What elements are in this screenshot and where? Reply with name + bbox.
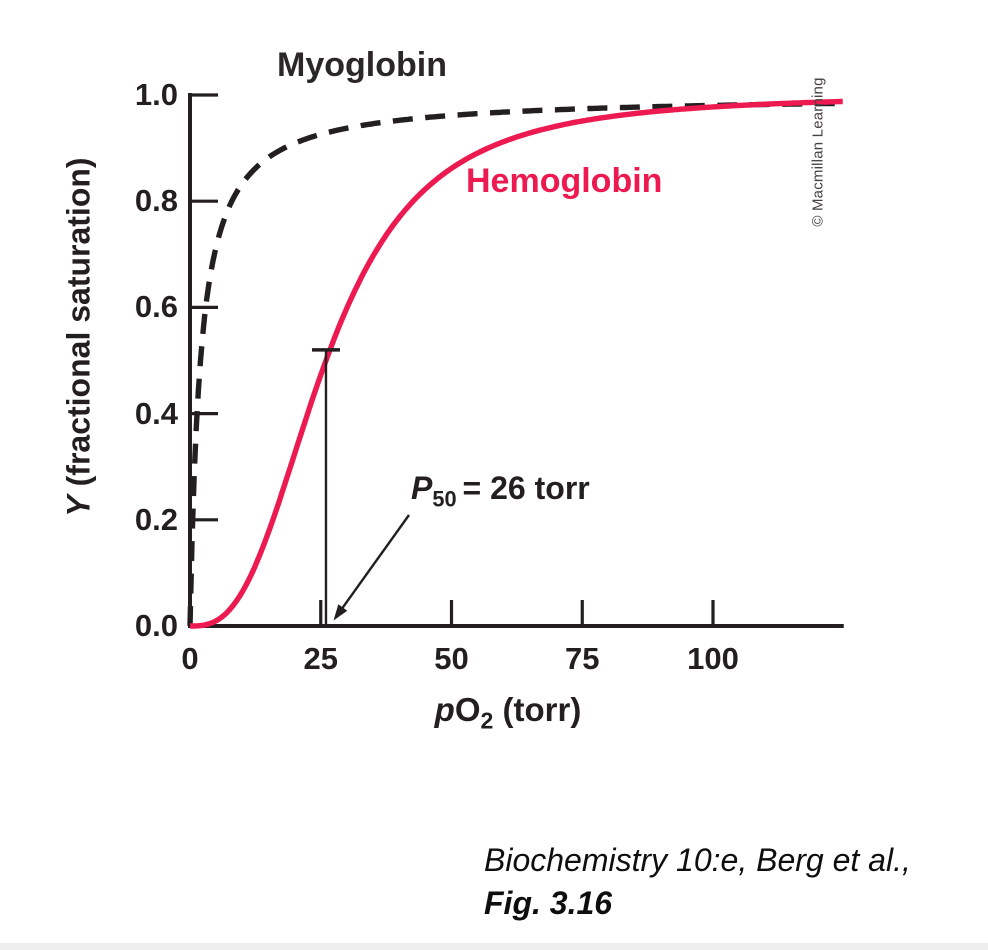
x-axis-title-unit: (torr)	[493, 691, 582, 728]
hemoglobin-curve	[190, 98, 843, 629]
y-tick-label: 0.4	[134, 395, 178, 431]
x-tick-label: 50	[434, 641, 469, 676]
x-axis-title: pO2 (torr)	[396, 691, 620, 732]
caption-line-1: Biochemistry 10:e, Berg et al.,	[484, 842, 911, 878]
copyright-credit-text: © Macmillan Learning	[809, 77, 827, 227]
p50-subscript: 50	[432, 486, 457, 512]
window-bottom-edge	[0, 943, 988, 950]
p50-symbol: P	[411, 470, 433, 506]
y-tick-label: 0.8	[134, 183, 178, 219]
y-axis-title-text: (fractional saturation)	[60, 157, 97, 496]
x-tick-label: 100	[687, 641, 739, 676]
y-tick-label: 1.0	[134, 77, 178, 112]
p50-annotation: P50 = 26 torr	[411, 470, 590, 510]
x-axis-title-o: O	[454, 691, 481, 728]
caption-line-2: Fig. 3.16	[484, 885, 613, 921]
y-tick-label: 0.6	[134, 289, 178, 325]
x-tick-label: 75	[565, 641, 600, 676]
x-axis-title-p: p	[434, 691, 455, 728]
x-tick-label: 0	[181, 641, 199, 676]
y-tick-label: 0.0	[134, 608, 178, 643]
myoglobin-curve-label: Myoglobin	[277, 46, 447, 84]
x-axis-title-sub: 2	[480, 707, 494, 734]
y-tick-label: 0.2	[134, 501, 178, 537]
oxygen-binding-curve-chart	[187, 93, 844, 629]
hemoglobin-curve-label: Hemoglobin	[466, 162, 663, 200]
p50-arrowhead	[333, 604, 348, 621]
p50-arrow-line	[336, 514, 410, 616]
source-caption: Biochemistry 10:e, Berg et al., Fig. 3.1…	[484, 839, 911, 925]
x-tick-label: 25	[303, 641, 338, 676]
p50-value-text: = 26 torr	[462, 470, 590, 506]
y-axis-title-symbol: Y	[60, 495, 97, 517]
